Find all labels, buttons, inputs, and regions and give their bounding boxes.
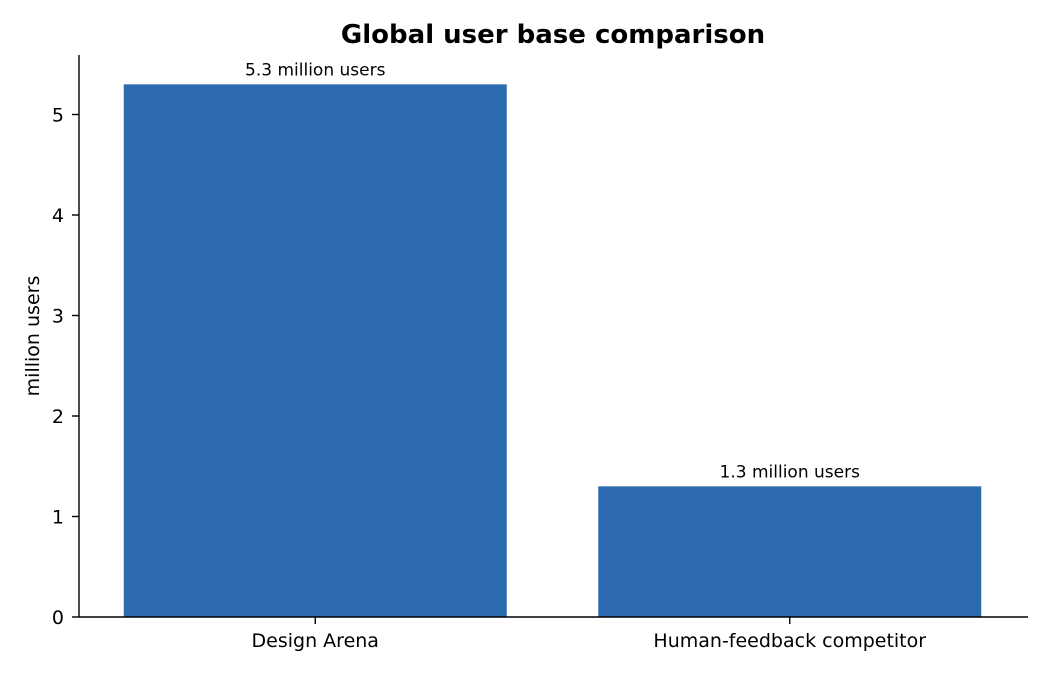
- y-tick-label: 4: [52, 205, 64, 227]
- data-label: 5.3 million users: [245, 60, 386, 80]
- bar: [123, 84, 507, 618]
- data-label: 1.3 million users: [720, 462, 861, 482]
- y-tick-label: 0: [52, 607, 64, 629]
- y-tick-label: 3: [52, 306, 64, 328]
- y-axis-label: million users: [22, 276, 44, 397]
- y-tick-label: 1: [52, 507, 64, 529]
- x-tick-label: Design Arena: [252, 630, 379, 652]
- chart-title: Global user base comparison: [341, 20, 765, 50]
- y-tick-label: 5: [52, 105, 64, 127]
- bars-group: 5.3 million users 1.3 million users: [123, 60, 982, 618]
- bar: [598, 486, 982, 617]
- y-tick-label: 2: [52, 406, 64, 428]
- y-axis: 0 1 2 3 4 5: [52, 105, 79, 629]
- x-axis: Design Arena Human-feedback competitor: [252, 617, 926, 652]
- x-tick-label: Human-feedback competitor: [653, 630, 926, 652]
